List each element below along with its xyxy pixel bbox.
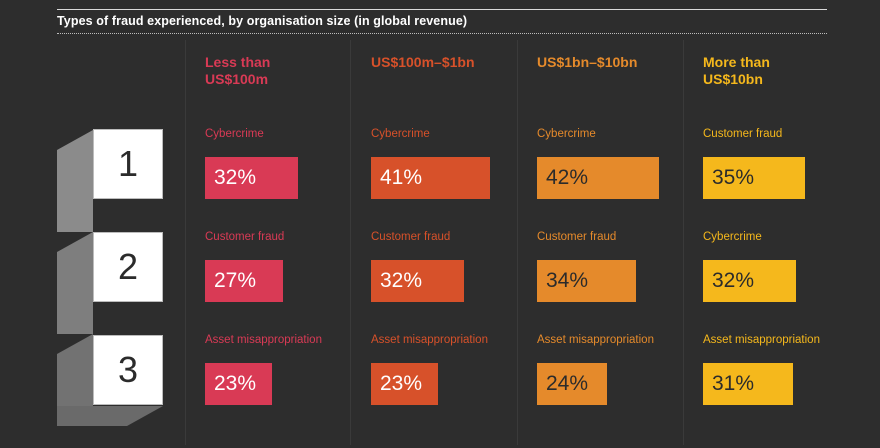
column-header-line: US$10bn <box>703 71 763 87</box>
rank-box-2: 2 <box>93 232 163 302</box>
column-divider <box>350 40 351 445</box>
rank-box-1: 1 <box>93 129 163 199</box>
category-label: Customer fraud <box>537 231 617 243</box>
percentage-bar: 32% <box>703 260 796 302</box>
column-divider <box>683 40 684 445</box>
stair-side-2 <box>57 232 93 334</box>
column-header-less-than-100m: Less than US$100m <box>205 54 355 88</box>
stair-base <box>57 406 163 426</box>
percentage-bar: 35% <box>703 157 805 199</box>
category-label: Asset misappropriation <box>537 334 654 346</box>
stair-side-1 <box>57 130 93 232</box>
category-label: Cybercrime <box>205 128 264 140</box>
category-label: Cybercrime <box>703 231 762 243</box>
column-divider <box>185 40 186 445</box>
column-header-100m-1bn: US$100m–$1bn <box>371 54 521 71</box>
top-rule <box>57 9 827 10</box>
category-label: Asset misappropriation <box>205 334 322 346</box>
column-header-line: More than <box>703 54 770 70</box>
percentage-bar: 32% <box>371 260 464 302</box>
stair-side-3 <box>57 334 93 406</box>
percentage-bar: 31% <box>703 363 793 405</box>
column-header-line: US$100m <box>205 71 269 87</box>
percentage-bar: 41% <box>371 157 490 199</box>
percentage-bar: 32% <box>205 157 298 199</box>
category-label: Asset misappropriation <box>371 334 488 346</box>
column-header-line: Less than <box>205 54 271 70</box>
column-header-line: US$1bn–$10bn <box>537 54 638 70</box>
title-underline <box>57 33 827 34</box>
category-label: Customer fraud <box>205 231 285 243</box>
category-label: Cybercrime <box>537 128 596 140</box>
percentage-bar: 42% <box>537 157 659 199</box>
rank-staircase-graphic <box>57 130 163 426</box>
column-divider <box>517 40 518 445</box>
column-header-line: US$100m–$1bn <box>371 54 475 70</box>
category-label: Customer fraud <box>371 231 451 243</box>
percentage-bar: 27% <box>205 260 283 302</box>
percentage-bar: 23% <box>205 363 272 405</box>
column-header-1bn-10bn: US$1bn–$10bn <box>537 54 687 71</box>
category-label: Asset misappropriation <box>703 334 820 346</box>
column-header-more-than-10bn: More than US$10bn <box>703 54 853 88</box>
category-label: Customer fraud <box>703 128 783 140</box>
percentage-bar: 34% <box>537 260 636 302</box>
category-label: Cybercrime <box>371 128 430 140</box>
rank-box-3: 3 <box>93 335 163 405</box>
percentage-bar: 24% <box>537 363 607 405</box>
percentage-bar: 23% <box>371 363 438 405</box>
chart-title: Types of fraud experienced, by organisat… <box>57 14 468 28</box>
